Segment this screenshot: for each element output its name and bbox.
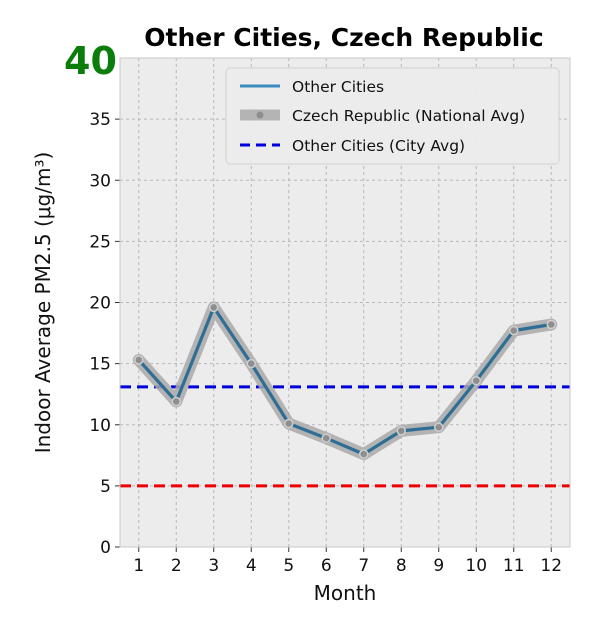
reference-lines: [120, 385, 570, 488]
data-point-national-avg: [171, 396, 181, 407]
y-tick-label: 10: [89, 416, 111, 436]
legend-label-other-cities: Other Cities: [292, 78, 384, 96]
data-point-national-avg: [509, 325, 519, 336]
x-tick-label: 1: [133, 556, 144, 576]
x-axis-label: Month: [314, 581, 377, 605]
data-point-national-avg: [246, 358, 256, 369]
x-tick-label: 6: [321, 556, 332, 576]
x-tick-label: 12: [540, 556, 562, 576]
data-point-national-avg: [546, 319, 556, 330]
x-tick-label: 3: [208, 556, 219, 576]
legend-marker-national-avg: [256, 111, 264, 119]
data-point-national-avg: [396, 426, 406, 436]
chart-badge: 40: [64, 39, 117, 83]
data-point-national-avg: [471, 375, 481, 386]
legend-label-national-avg: Czech Republic (National Avg): [292, 107, 525, 125]
data-point-national-avg: [284, 418, 294, 429]
y-axis: 0 5 10 15 20 25 30 35: [89, 110, 120, 558]
y-tick-label: 35: [89, 110, 111, 130]
legend-label-city-avg: Other Cities (City Avg): [292, 137, 465, 155]
y-tick-label: 5: [100, 477, 111, 497]
y-tick-label: 20: [89, 294, 111, 314]
x-tick-label: 5: [283, 556, 294, 576]
y-tick-label: 25: [89, 232, 111, 252]
y-tick-label: 30: [89, 171, 111, 191]
legend: Other Cities Czech Republic (National Av…: [225, 67, 560, 165]
x-tick-label: 2: [171, 556, 182, 576]
legend-box: [225, 67, 560, 165]
x-tick-label: 10: [465, 556, 487, 576]
series-line-other-cities: [137, 305, 552, 456]
x-tick-label: 9: [433, 556, 444, 576]
chart-title: Other Cities, Czech Republic: [144, 23, 543, 52]
data-point-national-avg: [209, 302, 219, 313]
series-layer: [132, 301, 558, 461]
x-tick-label: 7: [358, 556, 369, 576]
x-tick-label: 11: [503, 556, 525, 576]
x-tick-label: 4: [246, 556, 257, 576]
x-tick-label: 8: [396, 556, 407, 576]
data-point-national-avg: [434, 422, 444, 432]
plot-frame: [119, 57, 571, 548]
data-point-national-avg: [134, 355, 144, 365]
data-point-national-avg: [359, 449, 369, 459]
data-point-national-avg: [321, 433, 331, 443]
y-tick-label: 0: [100, 538, 111, 558]
x-axis: 1 2 3 4 5 6 7 8 9 10 11 12: [133, 547, 562, 576]
y-axis-label: Indoor Average PM2.5 (μg/m³): [31, 152, 55, 454]
y-tick-label: 15: [89, 355, 111, 375]
